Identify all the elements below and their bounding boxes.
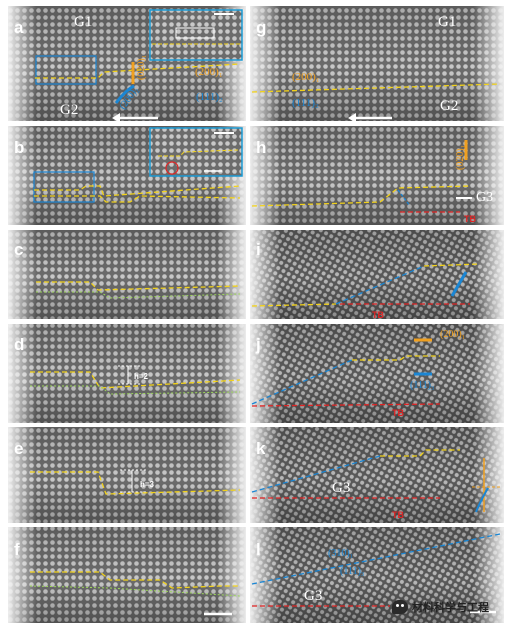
watermark-text: 材料科学与工程 [412,601,489,614]
plane-label: (200)₁ [440,329,465,340]
panel-k [250,427,504,523]
panel-b [8,126,246,225]
panel-e [8,427,246,523]
panel-label: l [256,540,261,559]
panel-i [250,230,504,319]
panel-label: b [14,138,24,157]
inset-box [149,9,243,61]
panel-label: h [256,138,266,157]
panel-h [250,126,504,225]
plane-label: (020)₁ [455,145,466,170]
panel-g [250,6,504,123]
panel-label: k [256,439,266,458]
step-height: h=3 [140,480,155,489]
plane-label: (111)₂ [292,97,319,109]
panel-c [8,230,246,319]
grain-label: G1 [74,14,92,30]
panel-label: i [256,240,261,259]
plane-label: (200)₁ [195,66,223,78]
grain-label: G3 [332,480,350,496]
panel-label: e [14,439,23,458]
plane-label: (020)₁ [136,55,147,80]
panel-label: a [14,18,24,37]
panel-label: g [256,18,266,37]
plane-label: (111)₃ [340,566,364,577]
panel-l [250,527,504,623]
panel-a [8,6,246,123]
panel-d [8,324,246,423]
grain-label: G1 [438,14,456,30]
plane-label: (310)₁ [328,548,353,559]
tb-label: TB [372,310,384,320]
grain-label: G3 [476,190,493,205]
step-height: h=2 [134,372,149,381]
watermark: 材料科学与工程 [392,596,504,618]
plane-label: (200)₁ [292,71,320,83]
grain-label: G2 [440,98,458,114]
tb-label: TB [464,214,476,224]
tb-label: TB [392,510,404,520]
grain-label: G2 [60,102,78,118]
tb-label: TB [392,408,404,418]
plane-label: (111)₃ [410,380,434,391]
panel-f [8,527,246,623]
blue-marker [114,84,135,104]
inset-selection [175,27,215,39]
grain-label: G3 [304,588,322,604]
wechat-icon [392,600,408,614]
panel-j [250,324,504,423]
direction-arrow [112,113,120,123]
boundary-line [35,63,241,79]
panel-label: f [14,540,20,559]
panel-label: c [14,240,23,259]
panel-label: d [14,335,24,354]
plane-label: (111)₂ [196,91,223,103]
panel-label: j [255,335,261,354]
